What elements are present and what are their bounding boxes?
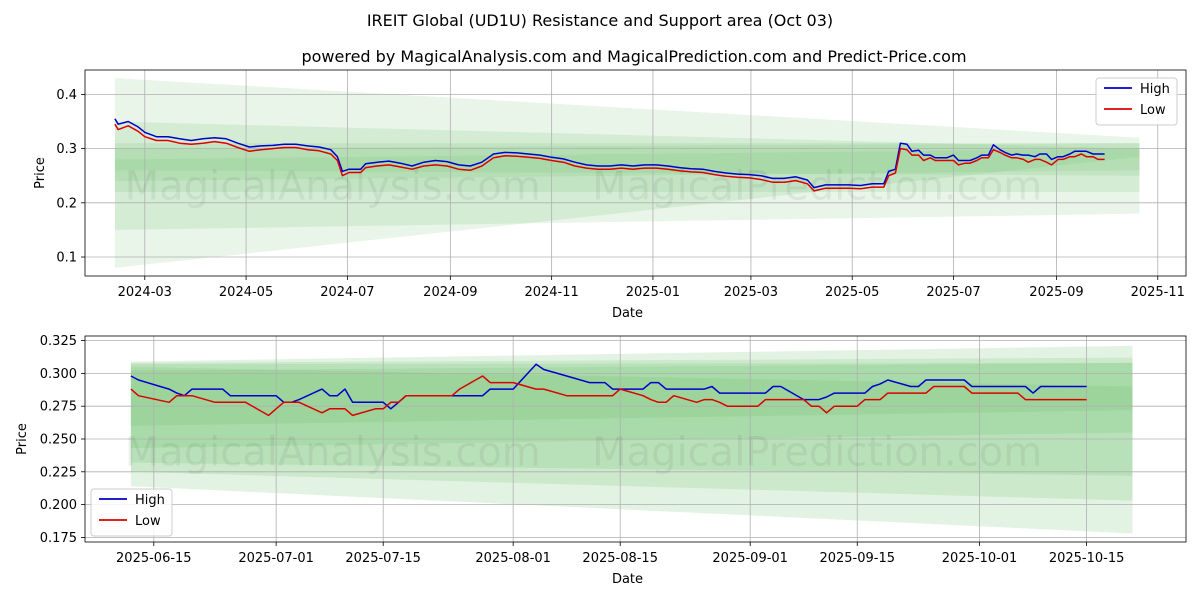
x-tick-label: 2025-06-15 <box>116 551 192 566</box>
sr-band-1 <box>130 357 1133 501</box>
x-tick-label: 2025-07-01 <box>238 551 314 566</box>
legend-label-low: Low <box>1140 103 1166 118</box>
x-tick-label: 2025-03 <box>724 285 778 300</box>
legend-label-high: High <box>135 493 165 508</box>
sr-band-0 <box>130 345 1133 534</box>
x-tick-label: 2025-08-01 <box>475 551 551 566</box>
y-axis-label: Price <box>33 157 48 189</box>
legend-box <box>1095 77 1178 126</box>
legend-label-low: Low <box>135 514 161 529</box>
y-tick-label: 0.1 <box>56 251 77 266</box>
x-tick-label: 2025-05 <box>825 285 879 300</box>
x-tick-label: 2025-09-15 <box>819 551 895 566</box>
x-tick-label: 2024-11 <box>524 285 578 300</box>
x-tick-label: 2024-05 <box>219 285 273 300</box>
watermark-text: MagicalPrediction.com <box>592 429 1042 475</box>
x-tick-label: 2025-01 <box>626 285 680 300</box>
y-tick-label: 0.200 <box>40 498 77 513</box>
sr-band-3 <box>130 366 1133 449</box>
y-axis-label: Price <box>15 423 30 455</box>
sr-band-2 <box>130 362 1133 476</box>
x-tick-label: 2025-07 <box>926 285 980 300</box>
x-axis-label: Date <box>612 572 643 587</box>
sr-band-4 <box>114 148 1140 176</box>
x-axis-label: Date <box>612 306 643 321</box>
sr-band-2 <box>114 143 1140 192</box>
x-tick-label: 2025-10-15 <box>1049 551 1125 566</box>
series-line-low <box>114 123 1105 192</box>
series-line-high <box>114 118 1105 189</box>
x-tick-label: 2024-03 <box>118 285 172 300</box>
sr-band-4 <box>130 362 1133 426</box>
plot-frame <box>84 335 1187 543</box>
watermark-text: MagicalAnalysis.com <box>125 429 541 475</box>
x-tick-label: 2025-07-15 <box>345 551 421 566</box>
y-tick-label: 0.325 <box>40 334 77 349</box>
y-tick-label: 0.275 <box>40 400 77 415</box>
x-tick-label: 2025-09-01 <box>712 551 788 566</box>
chart-legend: High Low <box>1095 77 1178 126</box>
x-tick-label: 2024-07 <box>320 285 374 300</box>
y-tick-label: 0.175 <box>40 531 77 546</box>
legend-label-high: High <box>1140 82 1170 97</box>
y-tick-label: 0.3 <box>56 142 77 157</box>
x-tick-label: 2024-09 <box>423 285 477 300</box>
y-tick-label: 0.300 <box>40 367 77 382</box>
watermark-text: MagicalAnalysis.com <box>125 163 541 209</box>
y-tick-label: 0.225 <box>40 465 77 480</box>
chart-legend: High Low <box>90 488 173 537</box>
chart-title: IREIT Global (UD1U) Resistance and Suppo… <box>367 11 833 30</box>
sr-band-3 <box>114 143 1140 182</box>
chart-panel-top: 2024-03 2024-05 2024-07 2024-09 2024-11 2025-… <box>33 69 1187 321</box>
y-tick-label: 0.4 <box>56 88 77 103</box>
y-tick-label: 0.2 <box>56 196 77 211</box>
x-tick-label: 2025-11 <box>1131 285 1185 300</box>
y-tick-label: 0.250 <box>40 433 77 448</box>
x-tick-label: 2025-09 <box>1029 285 1083 300</box>
x-tick-label: 2025-08-15 <box>582 551 658 566</box>
chart-subtitle: powered by MagicalAnalysis.com and Magic… <box>301 47 966 66</box>
chart-panel-bottom: 2025-06-15 2025-07-01 2025-07-15 2025-08-01… <box>15 334 1187 587</box>
x-tick-label: 2025-10-01 <box>942 551 1018 566</box>
sr-band-0 <box>114 78 1140 268</box>
legend-box <box>90 488 173 537</box>
plot-frame <box>84 69 1187 277</box>
series-line-low <box>130 375 1087 417</box>
